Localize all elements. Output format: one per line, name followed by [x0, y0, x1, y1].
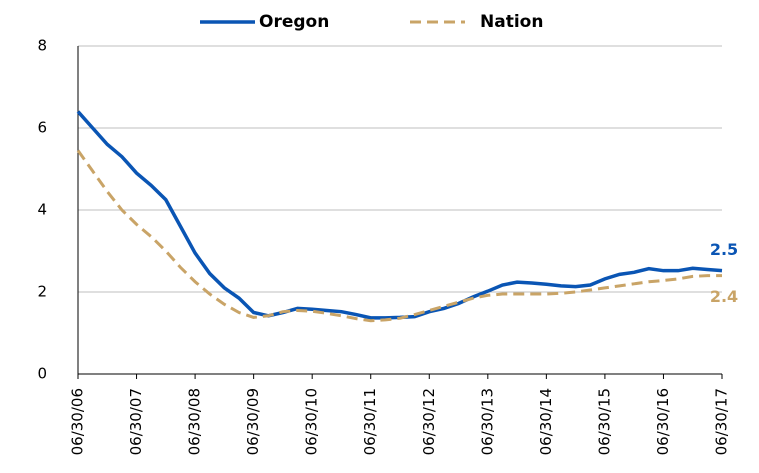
x-tick-label: 06/30/15 — [595, 388, 613, 455]
x-tick-label: 06/30/09 — [244, 388, 262, 455]
y-tick-label: 6 — [37, 119, 47, 137]
x-tick-label: 06/30/17 — [713, 388, 731, 455]
series-line — [76, 110, 723, 320]
x-tick-label: 06/30/12 — [420, 388, 438, 455]
legend-label: Nation — [480, 12, 543, 32]
y-tick-label: 2 — [37, 283, 47, 301]
x-tick-label: 06/30/11 — [361, 388, 379, 455]
x-tick-label: 06/30/14 — [537, 388, 555, 455]
y-tick-label: 8 — [37, 37, 47, 55]
legend-label: Oregon — [259, 12, 329, 32]
x-tick-label: 06/30/10 — [303, 388, 321, 455]
x-tick-label: 06/30/08 — [186, 388, 204, 455]
value-label: 2.5 — [710, 240, 738, 259]
x-tick-label: 06/30/16 — [654, 388, 672, 455]
x-tick-label: 06/30/06 — [69, 388, 87, 455]
y-tick-label: 0 — [37, 365, 47, 383]
series-line — [76, 149, 722, 323]
x-tick-label: 06/30/07 — [127, 388, 145, 455]
x-tick-label: 06/30/13 — [478, 388, 496, 455]
y-tick-label: 4 — [37, 201, 47, 219]
value-label: 2.4 — [710, 287, 738, 306]
